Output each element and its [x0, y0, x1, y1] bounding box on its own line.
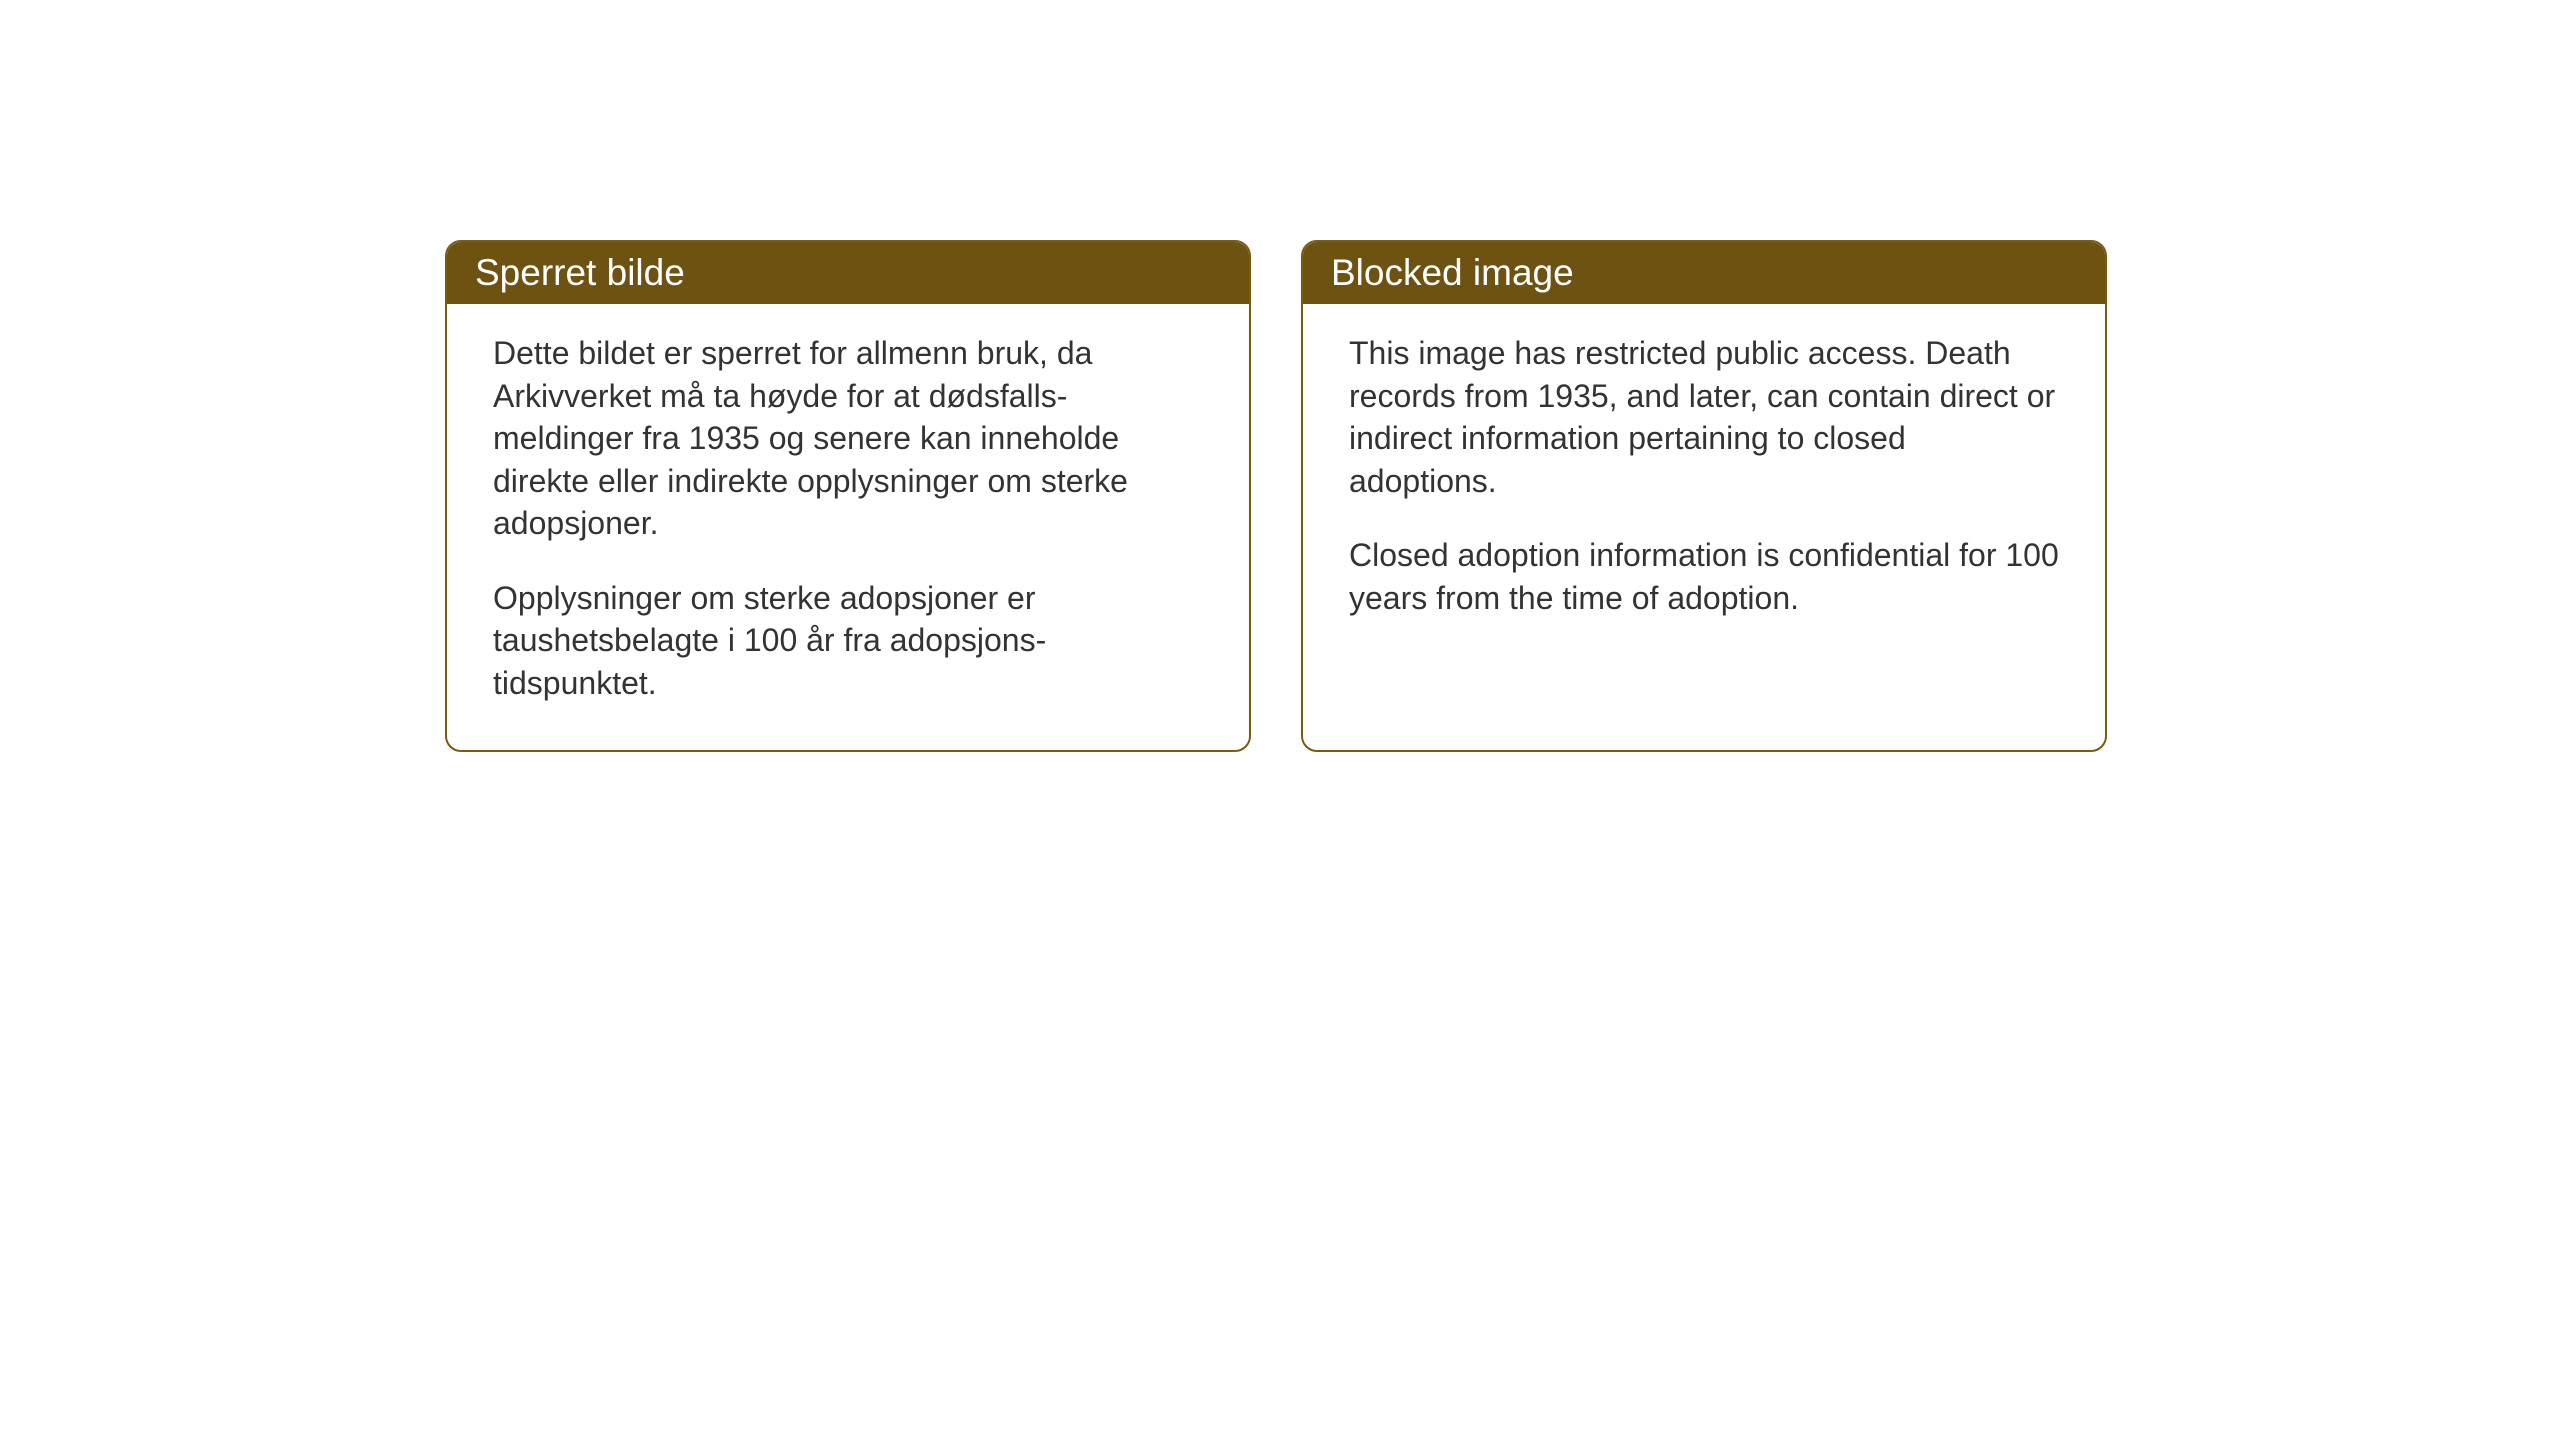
norwegian-paragraph-1: Dette bildet er sperret for allmenn bruk…: [493, 332, 1203, 545]
english-card-header: Blocked image: [1303, 242, 2105, 304]
cards-container: Sperret bilde Dette bildet er sperret fo…: [445, 240, 2107, 752]
norwegian-paragraph-2: Opplysninger om sterke adopsjoner er tau…: [493, 577, 1203, 705]
english-paragraph-1: This image has restricted public access.…: [1349, 332, 2059, 502]
norwegian-card: Sperret bilde Dette bildet er sperret fo…: [445, 240, 1251, 752]
english-card: Blocked image This image has restricted …: [1301, 240, 2107, 752]
norwegian-card-header: Sperret bilde: [447, 242, 1249, 304]
norwegian-card-body: Dette bildet er sperret for allmenn bruk…: [447, 304, 1249, 750]
english-card-body: This image has restricted public access.…: [1303, 304, 2105, 665]
english-paragraph-2: Closed adoption information is confident…: [1349, 534, 2059, 619]
